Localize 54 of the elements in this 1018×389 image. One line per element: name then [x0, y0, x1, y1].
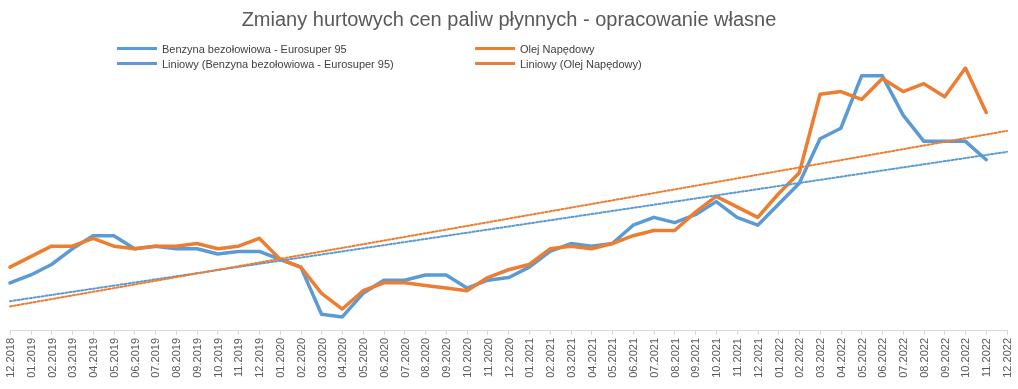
x-tick-label: 08.2021 [668, 338, 681, 378]
x-tick-label: 12.2022 [1001, 338, 1013, 378]
x-tick-label: 02.2019 [45, 338, 58, 378]
x-tick-label: 04.2020 [336, 338, 349, 378]
x-tick-label: 07.2021 [647, 338, 660, 378]
x-tick-label: 05.2019 [107, 338, 120, 378]
legend-label: Liniowy (Olej Napędowy) [520, 57, 642, 70]
x-tick-label: 04.2019 [87, 338, 100, 378]
x-tick-label: 09.2021 [689, 338, 702, 378]
x-tick-label: 06.2021 [627, 338, 640, 378]
x-tick-label: 12.2021 [751, 338, 764, 378]
x-tick-label: 11.2020 [481, 338, 494, 377]
x-tick-label: 11.2022 [980, 338, 993, 377]
x-tick-label: 10.2021 [710, 338, 723, 378]
x-tick-label: 06.2022 [876, 338, 889, 378]
legend-label: Benzyna bezołowiowa - Eurosuper 95 [162, 42, 347, 55]
x-tick-label: 06.2019 [128, 338, 141, 378]
x-tick-label: 09.2020 [440, 338, 453, 378]
x-tick-label: 01.2019 [24, 338, 37, 378]
x-tick-label: 02.2021 [544, 338, 557, 378]
legend-label: Olej Napędowy [520, 42, 596, 55]
x-tick-label: 03.2021 [564, 338, 577, 378]
x-tick-label: 12.2018 [4, 338, 16, 378]
x-tick-label: 09.2019 [190, 338, 203, 378]
x-tick-label: 02.2022 [793, 338, 806, 378]
x-tick-label: 10.2020 [460, 338, 473, 378]
x-tick-label: 10.2019 [211, 338, 224, 378]
x-tick-label: 05.2020 [357, 338, 370, 378]
x-tick-label: 01.2020 [274, 338, 287, 378]
x-tick-label: 11.2019 [232, 338, 245, 377]
x-tick-label: 04.2021 [585, 338, 598, 378]
x-tick-label: 08.2019 [170, 338, 183, 378]
x-tick-label: 09.2022 [938, 338, 951, 378]
x-tick-label: 04.2022 [834, 338, 847, 378]
x-tick-label: 03.2020 [315, 338, 328, 378]
x-tick-label: 03.2019 [66, 338, 79, 378]
x-tick-label: 08.2022 [917, 338, 930, 378]
x-tick-label: 07.2020 [398, 338, 411, 378]
x-tick-label: 06.2020 [377, 338, 390, 378]
x-tick-label: 10.2022 [959, 338, 972, 378]
x-tick-label: 11.2021 [730, 338, 743, 377]
x-tick-label: 12.2020 [502, 338, 515, 378]
x-tick-label: 08.2020 [419, 338, 432, 378]
x-tick-label: 05.2021 [606, 338, 619, 378]
x-tick-label: 02.2020 [294, 338, 307, 378]
x-tick-label: 01.2021 [523, 338, 536, 378]
x-tick-label: 07.2022 [897, 338, 910, 378]
x-tick-label: 01.2022 [772, 338, 785, 378]
x-tick-label: 12.2019 [253, 338, 266, 378]
chart-title: Zmiany hurtowych cen paliw płynnych - opracowanie własne [241, 8, 777, 30]
x-tick-label: 07.2019 [149, 338, 162, 378]
x-tick-label: 05.2022 [855, 338, 868, 378]
legend-label: Liniowy (Benzyna bezołowiowa - Eurosuper 95) [162, 57, 394, 70]
x-tick-label: 03.2022 [814, 338, 827, 378]
